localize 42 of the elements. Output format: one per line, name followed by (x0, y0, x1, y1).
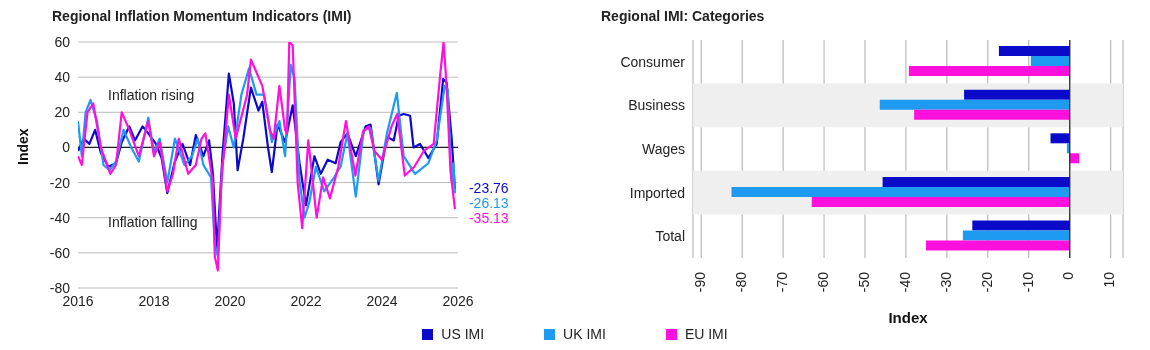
y-tick-label: Consumer (620, 53, 686, 70)
y-tick-label: Imported (629, 184, 685, 201)
y-tick-label: -40 (49, 209, 71, 226)
y-tick-label: Business (628, 97, 685, 114)
x-tick-label: -70 (773, 271, 790, 293)
x-tick-label: -80 (732, 271, 749, 293)
data-label: -23.76 (468, 179, 509, 196)
chart-title: Regional Inflation Momentum Indicators (IMI) (52, 8, 353, 26)
y-tick-label: 20 (54, 104, 71, 121)
x-axis-title: Index (888, 309, 929, 326)
x-tick-label: -10 (1019, 271, 1036, 293)
x-tick-label: 10 (1101, 271, 1118, 288)
y-axis-title: Index (14, 128, 31, 165)
y-tick-label: 60 (54, 33, 71, 50)
y-tick-label: -20 (49, 174, 71, 191)
y-tick-label: 0 (62, 139, 71, 156)
x-tick-label: -60 (814, 271, 831, 293)
annotation: Inflation rising (108, 87, 195, 103)
x-tick-label: 2018 (138, 292, 170, 309)
data-label: -35.13 (468, 209, 509, 226)
legend-label: UK IMI (563, 326, 606, 342)
y-tick-label: -60 (49, 244, 71, 261)
x-tick-label: 2022 (290, 292, 322, 309)
x-tick-label: -40 (896, 271, 913, 293)
data-label: -26.13 (468, 194, 509, 211)
chart-title: Regional IMI: Categories (601, 8, 766, 26)
x-tick-label: -90 (691, 271, 708, 293)
x-tick-label: -50 (855, 271, 872, 293)
x-tick-label: -30 (937, 271, 954, 293)
y-tick-label: Wages (641, 140, 685, 157)
y-tick-label: 40 (54, 69, 71, 86)
x-tick-label: 2016 (62, 292, 94, 309)
annotation: Inflation falling (108, 214, 198, 230)
x-tick-label: 0 (1060, 271, 1077, 280)
x-tick-label: 2024 (366, 292, 398, 309)
x-tick-label: 2026 (442, 292, 474, 309)
legend-label: EU IMI (684, 326, 728, 342)
x-tick-label: -20 (978, 271, 995, 293)
legend-label: US IMI (441, 326, 485, 342)
x-tick-label: 2020 (214, 292, 246, 309)
y-tick-label: Total (655, 228, 685, 245)
line-series (78, 42, 457, 272)
